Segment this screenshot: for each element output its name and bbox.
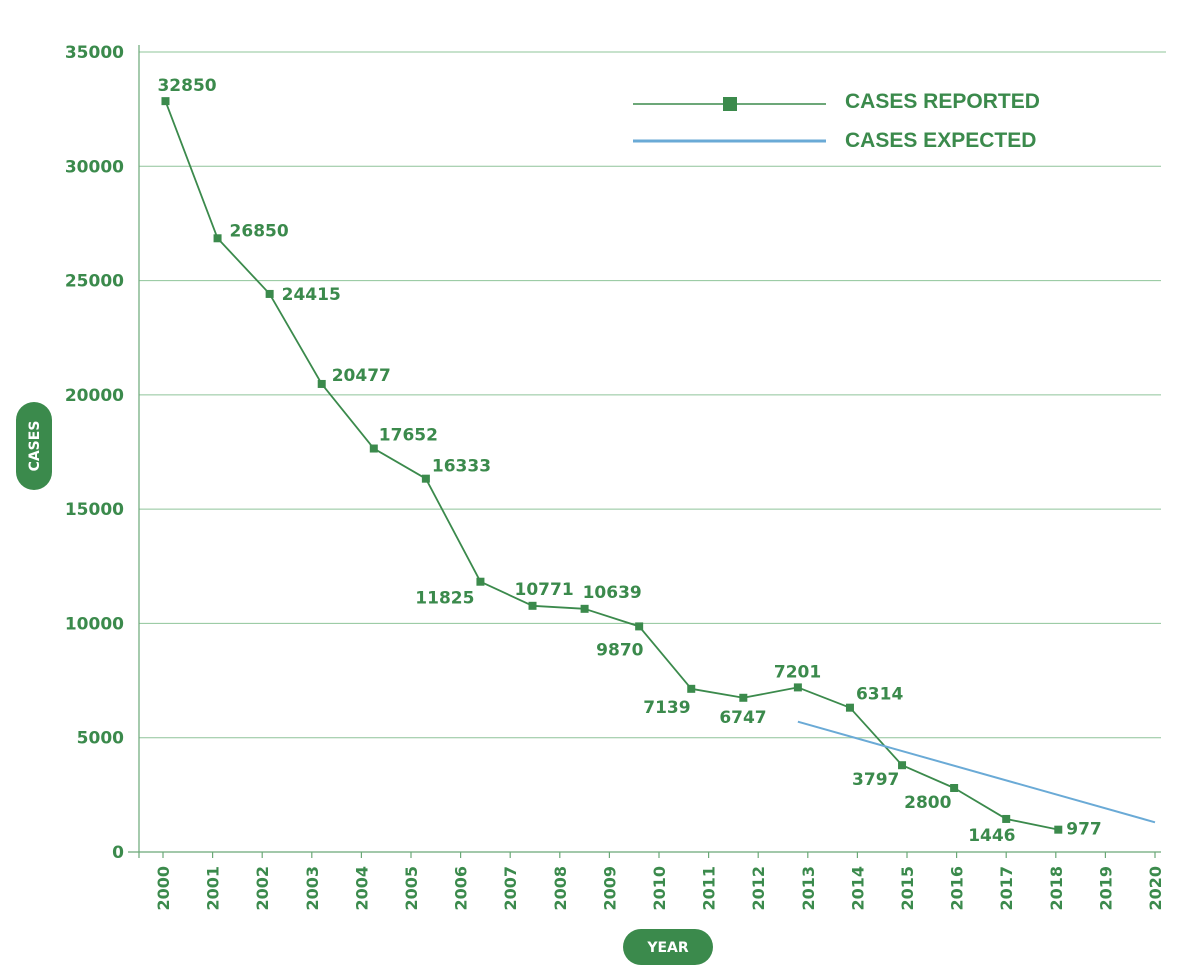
point-reported-6 [476,577,485,586]
y-axis-title-pill: CASES [16,402,52,490]
series [161,97,1156,834]
y-tick-20000: 20000 [65,386,124,406]
x-tick-2000: 2000 [154,866,173,911]
gridlines [139,51,1166,739]
data-label-7: 10771 [515,580,574,600]
data-label-16: 1446 [968,826,1015,846]
y-tick-0: 0 [112,843,124,863]
series-reported-line [164,100,1059,831]
y-tick-10000: 10000 [65,614,124,634]
x-tick-2003: 2003 [303,866,322,911]
point-reported-15 [950,784,959,792]
data-label-8: 10639 [583,583,642,603]
data-label-2: 24415 [282,285,341,305]
point-reported-8 [580,604,589,613]
y-tick-5000: 5000 [77,729,124,749]
data-label-1: 26850 [230,221,289,241]
x-tick-2013: 2013 [799,866,818,911]
x-tick-2012: 2012 [749,866,768,911]
data-label-17: 977 [1066,820,1102,840]
x-tick-2005: 2005 [402,866,421,911]
x-tick-2019: 2019 [1096,866,1115,911]
x-tick-2020: 2020 [1146,866,1165,911]
point-reported-1 [213,234,222,243]
data-label-14: 3797 [852,770,899,790]
data-label-4: 17652 [379,426,438,446]
x-tick-2002: 2002 [253,866,272,911]
data-label-13: 6314 [856,685,903,705]
data-label-15: 2800 [904,793,951,813]
series-expected-line [797,720,1156,824]
point-reported-13 [845,703,854,712]
point-reported-16 [1002,814,1011,823]
point-reported-12 [793,683,802,692]
data-label-9: 9870 [596,640,643,660]
x-axis-title: YEAR [646,940,689,956]
x-tick-2014: 2014 [848,866,867,911]
x-tick-labels: 2000 2001 2002 2003 2004 2005 2006 2007 2008 2009… [154,866,1165,911]
point-reported-2 [265,289,274,298]
point-reported-0 [161,97,170,106]
point-reported-11 [739,693,748,702]
x-axis-title-pill: YEAR [623,929,713,965]
x-tick-2001: 2001 [204,866,223,911]
x-tick-2018: 2018 [1047,866,1066,911]
y-tick-30000: 30000 [65,157,124,177]
legend: CASES REPORTED CASES EXPECTED [633,90,1040,152]
x-tick-2006: 2006 [452,866,471,911]
data-labels: 32850 26850 24415 20477 17652 16333 11825 10771… [157,76,1101,846]
data-label-5: 16333 [432,457,491,477]
point-reported-17 [1054,825,1063,834]
x-tick-2016: 2016 [948,866,967,911]
x-tick-2011: 2011 [700,866,719,911]
axes [128,45,1161,858]
x-tick-2009: 2009 [600,866,619,911]
legend-reported-marker [723,97,737,111]
y-tick-15000: 15000 [65,500,124,520]
data-label-12: 7201 [774,662,821,682]
x-tick-2007: 2007 [501,866,520,911]
x-tick-2004: 2004 [352,866,371,911]
y-tick-25000: 25000 [65,272,124,292]
data-label-6: 11825 [415,589,474,609]
point-reported-5 [421,474,430,483]
data-label-0: 32850 [157,76,216,96]
x-tick-2008: 2008 [551,866,570,911]
point-reported-3 [317,379,326,388]
point-reported-4 [369,444,378,453]
point-reported-10 [687,684,696,693]
point-reported-7 [528,601,537,610]
x-tick-2017: 2017 [997,866,1016,911]
x-tick-2015: 2015 [898,866,917,911]
y-tick-35000: 35000 [65,43,124,63]
point-reported-9 [635,622,644,631]
data-label-3: 20477 [332,366,391,386]
x-tick-2010: 2010 [650,866,669,911]
y-tick-labels: 0 5000 10000 15000 20000 25000 30000 35000 [65,43,124,863]
legend-reported-label: CASES REPORTED [845,90,1040,113]
data-label-10: 7139 [643,698,690,718]
point-reported-14 [898,761,907,770]
data-label-11: 6747 [719,708,766,728]
legend-expected-label: CASES EXPECTED [845,129,1036,152]
y-axis-title: CASES [27,421,43,472]
